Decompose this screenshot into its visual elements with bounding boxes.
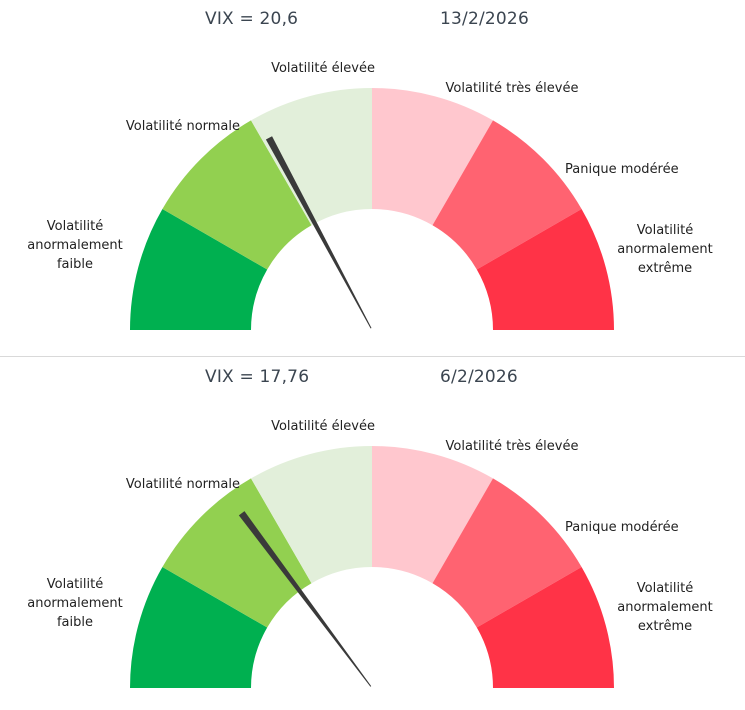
zone-label: Volatilité normale bbox=[126, 119, 240, 134]
gauge-needle bbox=[265, 136, 372, 329]
gauge-zone-5 bbox=[476, 209, 614, 330]
gauge-svg: Volatilité anormalement faible Volatilité n… bbox=[27, 61, 713, 330]
zone-label: Panique modérée bbox=[565, 162, 679, 177]
gauge-zone-0 bbox=[130, 567, 268, 688]
zone-label: Volatilité élevée bbox=[271, 419, 375, 434]
gauge-zone-2 bbox=[251, 88, 372, 226]
gauge-date: 13/2/2026 bbox=[440, 9, 529, 29]
gauge-zone-4 bbox=[432, 120, 582, 270]
gauge-chart-previous: VIX = 17,76 6/2/2026 Volatilité anormalem… bbox=[0, 358, 745, 710]
gauge-zone-2 bbox=[251, 446, 372, 584]
gauge-needle bbox=[238, 511, 372, 687]
zone-label: Volatilité anormalement extrême bbox=[617, 223, 713, 276]
gauge-zone-0 bbox=[130, 209, 268, 330]
zone-label: Panique modérée bbox=[565, 520, 679, 535]
gauge-zone-1 bbox=[162, 120, 312, 270]
zone-label: Volatilité anormalement faible bbox=[27, 219, 123, 272]
gauge-chart-current: VIX = 20,6 13/2/2026 Volatilité anormalem… bbox=[0, 0, 745, 352]
zone-label: Volatilité très élevée bbox=[446, 439, 579, 454]
gauge-zone-4 bbox=[432, 478, 582, 628]
zone-label: Volatilité anormalement faible bbox=[27, 577, 123, 630]
zone-label: Volatilité élevée bbox=[271, 61, 375, 76]
gauge-zone-3 bbox=[372, 88, 493, 226]
gauge-svg: Volatilité anormalement faible Volatilité n… bbox=[27, 419, 713, 688]
gauge-zone-5 bbox=[476, 567, 614, 688]
gauge-zone-3 bbox=[372, 446, 493, 584]
gauge-vix-value: VIX = 17,76 bbox=[205, 367, 310, 387]
zone-label: Volatilité normale bbox=[126, 477, 240, 492]
divider bbox=[0, 356, 745, 357]
gauge-vix-value: VIX = 20,6 bbox=[205, 9, 299, 29]
zone-label: Volatilité anormalement extrême bbox=[617, 581, 713, 634]
zone-label: Volatilité très élevée bbox=[446, 81, 579, 96]
gauge-date: 6/2/2026 bbox=[440, 367, 518, 387]
gauge-zone-1 bbox=[162, 478, 312, 628]
